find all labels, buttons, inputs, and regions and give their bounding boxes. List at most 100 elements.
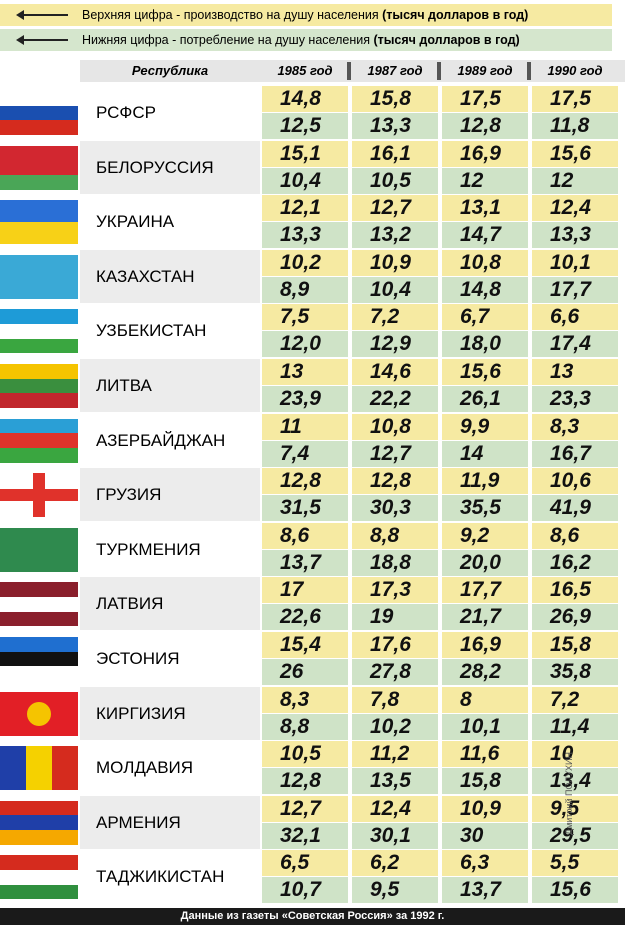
flag-stripe <box>0 651 78 667</box>
production-value: 10 <box>532 741 618 768</box>
consumption-value: 13,3 <box>262 222 348 249</box>
consumption-value: 26 <box>262 659 348 685</box>
production-value: 16,9 <box>442 140 528 167</box>
arrow <box>16 35 68 45</box>
flag-stripe <box>0 611 78 627</box>
flag-stripe <box>0 830 78 845</box>
consumption-value: 22,6 <box>262 604 348 631</box>
flag-stripe <box>0 324 78 339</box>
production-value: 12,7 <box>262 795 348 822</box>
production-value: 15,6 <box>532 140 618 167</box>
header-republic: Республика <box>131 63 209 78</box>
flag-stripe <box>0 91 78 106</box>
production-value: 8,3 <box>532 413 618 440</box>
consumption-value: 19 <box>352 604 438 631</box>
flag-stripe <box>0 666 78 681</box>
republic-name: КИРГИЗИЯ <box>80 686 260 740</box>
flag-stripe <box>0 309 78 325</box>
flag-sun <box>27 701 51 726</box>
republic-name: МОЛДАВИЯ <box>80 741 260 795</box>
production-value: 7,5 <box>262 304 348 331</box>
production-value: 16,1 <box>352 140 438 167</box>
flag-stripe <box>0 378 78 394</box>
production-value: 17,5 <box>442 86 528 112</box>
flag-stripe <box>0 527 78 550</box>
production-value: 10,8 <box>442 249 528 276</box>
production-value: 11 <box>262 413 348 440</box>
header-sep <box>347 62 351 80</box>
production-value: 12,8 <box>352 468 438 495</box>
consumption-value: 31,5 <box>262 495 348 522</box>
consumption-value: 41,9 <box>532 495 618 522</box>
consumption-value: 30,1 <box>352 822 438 849</box>
production-value: 10,1 <box>532 249 618 276</box>
consumption-value: 21,7 <box>442 604 528 631</box>
production-value: 11,9 <box>442 468 528 495</box>
flag-stripe <box>52 746 78 791</box>
consumption-value: 17,7 <box>532 276 618 303</box>
production-value: 8 <box>442 686 528 713</box>
production-value: 15,8 <box>352 86 438 112</box>
consumption-value: 12,9 <box>352 331 438 358</box>
consumption-value: 23,3 <box>532 386 618 412</box>
consumption-value: 11,8 <box>532 113 618 139</box>
production-value: 8,3 <box>262 686 348 713</box>
header-year: 1987 год <box>367 63 423 78</box>
production-value: 15,8 <box>532 632 618 658</box>
flag-stripe <box>0 433 78 448</box>
flag-stripe <box>0 800 78 816</box>
flag-stripe <box>0 145 78 161</box>
consumption-value: 11,4 <box>532 713 618 740</box>
flag-stripe <box>0 418 78 434</box>
consumption-value: 12 <box>532 167 618 194</box>
republic-name: РСФСР <box>80 86 260 139</box>
republic-name: ЛИТВА <box>80 359 260 412</box>
production-value: 7,8 <box>352 686 438 713</box>
consumption-value: 10,4 <box>352 276 438 303</box>
production-value: 15,6 <box>442 359 528 385</box>
production-value: 11,2 <box>352 741 438 768</box>
flag-stripe <box>0 870 78 885</box>
production-value: 10,9 <box>352 249 438 276</box>
production-value: 9,5 <box>532 795 618 822</box>
header-sep <box>437 62 441 80</box>
consumption-value: 14,8 <box>442 276 528 303</box>
flag-stripe <box>0 855 78 871</box>
consumption-value: 8,8 <box>262 713 348 740</box>
republic-name: УЗБЕКИСТАН <box>80 304 260 358</box>
production-value: 8,6 <box>532 522 618 549</box>
production-value: 12,4 <box>352 795 438 822</box>
consumption-value: 8,9 <box>262 276 348 303</box>
flag-stripe <box>0 254 78 277</box>
flag-stripe <box>0 884 78 900</box>
consumption-value: 15,6 <box>532 877 618 904</box>
production-value: 6,6 <box>532 304 618 331</box>
production-value: 13 <box>532 359 618 385</box>
consumption-value: 9,5 <box>352 877 438 904</box>
production-value: 10,8 <box>352 413 438 440</box>
consumption-value: 13,7 <box>262 549 348 576</box>
production-value: 5,5 <box>532 850 618 877</box>
flag-stripe <box>0 160 78 175</box>
consumption-value: 10,5 <box>352 167 438 194</box>
legend-text: Нижняя цифра - потребление на душу насел… <box>82 33 370 47</box>
arrow <box>16 10 68 20</box>
production-value: 17,5 <box>532 86 618 112</box>
production-value: 7,2 <box>532 686 618 713</box>
production-value: 12,1 <box>262 195 348 222</box>
flag-stripe <box>0 815 78 831</box>
footer: Данные из газеты «Советская Россия» за 1… <box>0 908 625 925</box>
production-value: 12,8 <box>262 468 348 495</box>
production-value: 12,7 <box>352 195 438 222</box>
consumption-value: 13,4 <box>532 768 618 795</box>
flag-cross <box>0 489 78 502</box>
legend-row: Верхняя цифра - производство на душу нас… <box>0 4 612 26</box>
production-value: 6,2 <box>352 850 438 877</box>
flag-stripe <box>0 120 78 135</box>
republic-name: ТУРКМЕНИЯ <box>80 522 260 576</box>
flag-stripe <box>26 746 52 791</box>
consumption-value: 12,5 <box>262 113 348 139</box>
consumption-value: 15,8 <box>442 768 528 795</box>
republic-name: АЗЕРБАЙДЖАН <box>80 413 260 467</box>
consumption-value: 14,7 <box>442 222 528 249</box>
